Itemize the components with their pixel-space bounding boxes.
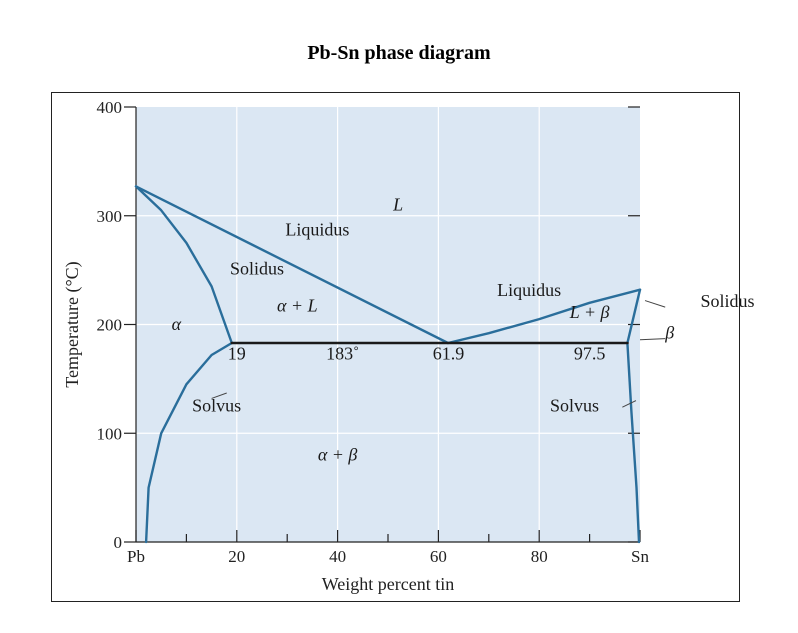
x-tick-label: 60: [430, 547, 447, 566]
annotation-label: Liquidus: [285, 219, 349, 239]
annotation-label: Solidus: [230, 258, 284, 278]
annotation-label: α + L: [277, 295, 318, 315]
series-line-solidus: [626, 288, 642, 345]
leader-line: [622, 400, 637, 408]
y-tick-label: 300: [97, 207, 123, 226]
annotation-label: 97.5: [574, 343, 606, 363]
series-line-solidus: [134, 185, 233, 345]
x-tick-label: 20: [228, 547, 245, 566]
annotation-label: Liquidus: [497, 280, 561, 300]
leader-line: [644, 300, 666, 308]
annotation-label: 19: [228, 343, 246, 363]
series-line-solvus: [626, 341, 641, 544]
annotation-label: β: [664, 323, 674, 343]
chart-title: Pb-Sn phase diagram: [307, 42, 491, 64]
x-tick-label: Sn: [631, 547, 649, 566]
annotation-label: 61.9: [433, 343, 465, 363]
annotation-label: Solvus: [192, 396, 241, 416]
x-tick-label: 80: [531, 547, 548, 566]
series-line-liquidus: [446, 288, 642, 345]
x-tick-label: Pb: [127, 547, 145, 566]
y-tick-label: 400: [97, 98, 123, 117]
annotation-label: α: [172, 314, 182, 334]
annotation-label: Solidus: [700, 291, 754, 311]
y-tick-label: 200: [97, 316, 123, 335]
y-tick-label: 0: [114, 533, 123, 552]
x-axis-title: Weight percent tin: [322, 574, 455, 594]
leader-line: [211, 392, 227, 399]
y-tick-label: 100: [97, 424, 123, 443]
annotation-label: L: [392, 194, 403, 214]
y-axis-title: Temperature (°C): [62, 261, 83, 387]
series-line-solvus: [144, 341, 233, 544]
leader-line: [639, 338, 666, 341]
annotation-label: L + β: [569, 302, 610, 322]
annotation-label: 183˚: [326, 343, 359, 363]
series-line-liquidus: [134, 185, 450, 345]
x-tick-label: 40: [329, 547, 346, 566]
annotation-label: α + β: [318, 444, 358, 464]
annotation-label: Solvus: [550, 396, 599, 416]
